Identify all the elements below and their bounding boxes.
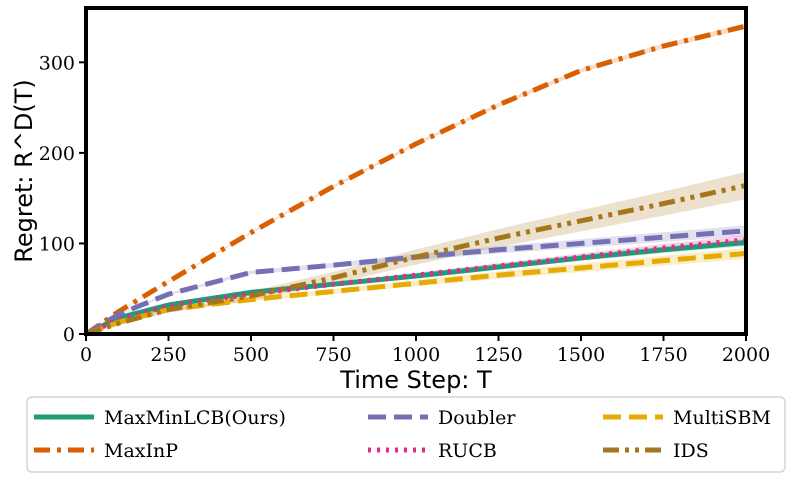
line-maxminlcb-ours- bbox=[84, 240, 747, 337]
x-tick-label: 1500 bbox=[557, 344, 605, 366]
line-maxinp bbox=[84, 23, 747, 337]
legend-label-ids: IDS bbox=[673, 440, 709, 462]
x-tick-label: 750 bbox=[315, 344, 351, 366]
line-doubler bbox=[84, 228, 747, 337]
y-tick-label: 100 bbox=[39, 233, 75, 255]
legend-label-rucb: RUCB bbox=[438, 440, 497, 462]
x-tick-label: 250 bbox=[150, 344, 186, 366]
band-doubler bbox=[86, 225, 746, 334]
legend-label-maxinp: MaxInP bbox=[104, 440, 178, 462]
legend-label-multisbm: MultiSBM bbox=[673, 407, 771, 429]
x-tick-label: 1000 bbox=[392, 344, 440, 366]
legend: MaxMinLCB(Ours) MaxInP Doubler RUCB MultiSBM… bbox=[26, 396, 786, 473]
x-tick-label: 1250 bbox=[474, 344, 522, 366]
legend-label-doubler: Doubler bbox=[438, 407, 516, 429]
series-lines bbox=[84, 23, 747, 337]
y-tick-label: 200 bbox=[39, 143, 75, 165]
x-axis-label: Time Step: T bbox=[339, 366, 492, 394]
x-tick-label: 2000 bbox=[722, 344, 770, 366]
legend-label-maxminlcb-ours-: MaxMinLCB(Ours) bbox=[104, 407, 286, 429]
line-ids bbox=[85, 183, 747, 337]
x-tick-label: 500 bbox=[233, 344, 269, 366]
y-axis-ticks: 0 100 200 300 bbox=[39, 52, 86, 346]
line-multisbm bbox=[85, 250, 747, 337]
y-axis-label: Regret: R^D(T) bbox=[10, 79, 38, 262]
legend-box bbox=[26, 396, 786, 473]
y-tick-label: 0 bbox=[63, 324, 75, 346]
x-tick-label: 1750 bbox=[639, 344, 687, 366]
x-axis-ticks: 0 250 500 750 1000 1250 1500 1750 2000 bbox=[80, 334, 770, 366]
y-tick-label: 300 bbox=[39, 52, 75, 74]
x-tick-label: 0 bbox=[80, 344, 92, 366]
